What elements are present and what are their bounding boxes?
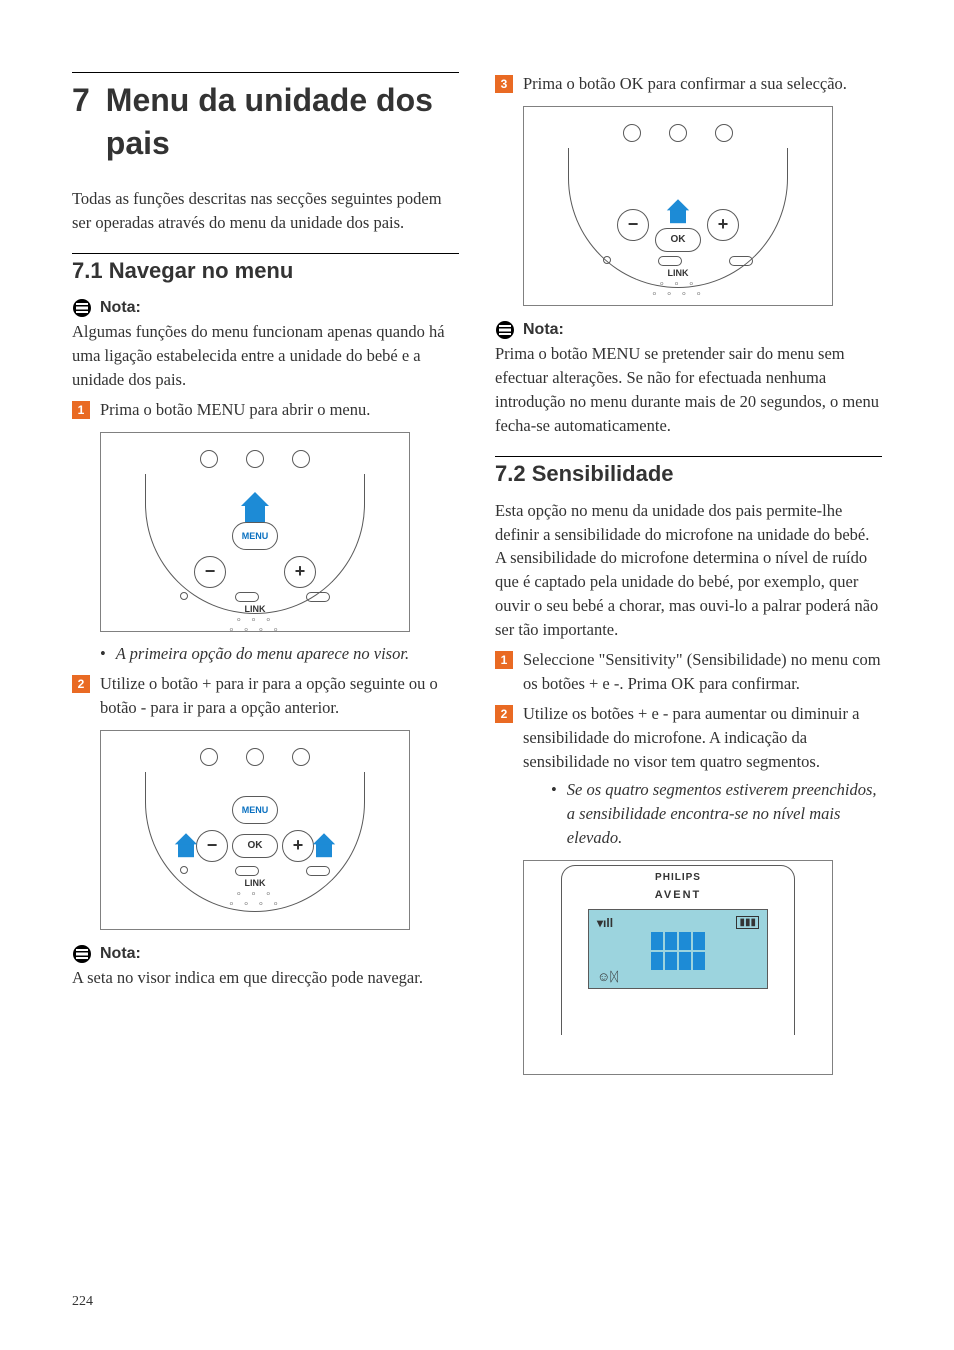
sens-bullet-text: Se os quatro segmentos estiverem preench… bbox=[567, 778, 882, 850]
arrow-up-icon bbox=[245, 494, 265, 522]
page-number: 224 bbox=[72, 1294, 93, 1310]
note-label: Nota: bbox=[100, 945, 141, 963]
section-heading-7-1: 7.1 Navegar no menu bbox=[72, 258, 459, 284]
device-diagram-3: − OK + LINK ∘ ∘ ∘∘ ∘ ∘ ∘ bbox=[548, 124, 808, 288]
section-heading-7-2: 7.2 Sensibilidade bbox=[495, 461, 882, 487]
note-label: Nota: bbox=[100, 299, 141, 317]
step-2: 2 Utilize o botão + para ir para a opção… bbox=[72, 672, 459, 720]
menu-button-label: MENU bbox=[232, 522, 278, 550]
top-rule-left bbox=[72, 72, 459, 73]
step-badge-2: 2 bbox=[72, 675, 90, 693]
figure-menu-button: MENU − + LINK ∘ ∘ ∘∘ ∘ ∘ ∘ bbox=[100, 432, 410, 632]
plus-button: + bbox=[282, 830, 314, 862]
section-rule-7-2 bbox=[495, 456, 882, 457]
bullet-text-1: A primeira opção do menu aparece no viso… bbox=[116, 642, 409, 666]
note-label: Nota: bbox=[523, 321, 564, 339]
step-badge-1: 1 bbox=[72, 401, 90, 419]
chapter-heading: 7 Menu da unidade dos pais bbox=[72, 79, 459, 165]
menu-button-label: MENU bbox=[232, 796, 278, 824]
bullet-dot: • bbox=[551, 778, 557, 850]
chapter-title: Menu da unidade dos pais bbox=[106, 79, 459, 165]
minus-button: − bbox=[617, 209, 649, 241]
ok-button-label: OK bbox=[232, 834, 278, 858]
link-label: LINK bbox=[146, 878, 364, 888]
chapter-number: 7 bbox=[72, 79, 90, 165]
bullet-dot: • bbox=[100, 642, 106, 666]
link-label: LINK bbox=[146, 604, 364, 614]
note-heading-3: Nota: bbox=[495, 320, 882, 340]
note-body-3: Prima o botão MENU se pretender sair do … bbox=[495, 342, 882, 438]
lcd-screen: ▾ıll ▮▮▮ ☺ᛞ bbox=[588, 909, 768, 989]
step-1: 1 Prima o botão MENU para abrir o menu. bbox=[72, 398, 459, 422]
note-icon bbox=[495, 320, 515, 340]
brand-philips: PHILIPS bbox=[562, 872, 794, 883]
bullet-1: • A primeira opção do menu aparece no vi… bbox=[100, 642, 459, 666]
right-column: 3 Prima o botão OK para confirmar a sua … bbox=[495, 72, 882, 1085]
device-diagram-1: MENU − + LINK ∘ ∘ ∘∘ ∘ ∘ ∘ bbox=[125, 450, 385, 614]
device-diagram-2: MENU − OK + LINK ∘ ∘ ∘∘ ∘ ∘ ∘ bbox=[125, 748, 385, 912]
sensitivity-bars-bottom bbox=[597, 952, 759, 970]
step-text-s1: Seleccione "Sensitivity" (Sensibilidade)… bbox=[523, 648, 882, 696]
brand-avent: AVENT bbox=[562, 889, 794, 901]
sens-bullet: • Se os quatro segmentos estiverem preen… bbox=[551, 778, 882, 850]
figure-ok-button: − OK + LINK ∘ ∘ ∘∘ ∘ ∘ ∘ bbox=[523, 106, 833, 306]
arrow-up-icon bbox=[178, 834, 194, 856]
minus-button: − bbox=[194, 556, 226, 588]
note-heading-1: Nota: bbox=[72, 298, 459, 318]
mode-icons: ☺ᛞ bbox=[597, 969, 618, 984]
battery-icon: ▮▮▮ bbox=[736, 916, 759, 929]
figure-plus-minus: MENU − OK + LINK ∘ ∘ ∘∘ ∘ ∘ ∘ bbox=[100, 730, 410, 930]
note-body-2: A seta no visor indica em que direcção p… bbox=[72, 966, 459, 990]
step-badge-s2: 2 bbox=[495, 705, 513, 723]
signal-icon: ▾ıll bbox=[597, 916, 613, 930]
plus-button: + bbox=[707, 209, 739, 241]
link-label: LINK bbox=[569, 268, 787, 278]
arrow-up-icon bbox=[316, 834, 332, 856]
note-icon bbox=[72, 944, 92, 964]
step-3: 3 Prima o botão OK para confirmar a sua … bbox=[495, 72, 882, 96]
left-column: 7 Menu da unidade dos pais Todas as funç… bbox=[72, 72, 459, 1085]
figure-sensitivity-screen: PHILIPS AVENT ▾ıll ▮▮▮ ☺ᛞ bbox=[523, 860, 833, 1075]
section-rule-7-1 bbox=[72, 253, 459, 254]
note-icon bbox=[72, 298, 92, 318]
step-badge-3: 3 bbox=[495, 75, 513, 93]
ok-button-label: OK bbox=[655, 228, 701, 252]
sensitivity-intro: Esta opção no menu da unidade dos pais p… bbox=[495, 499, 882, 643]
sensitivity-bars-top bbox=[597, 932, 759, 950]
chapter-intro: Todas as funções descritas nas secções s… bbox=[72, 187, 459, 235]
step-badge-s1: 1 bbox=[495, 651, 513, 669]
step-text-3: Prima o botão OK para confirmar a sua se… bbox=[523, 72, 847, 96]
note-body-1: Algumas funções do menu funcionam apenas… bbox=[72, 320, 459, 392]
step-text-2: Utilize o botão + para ir para a opção s… bbox=[100, 672, 459, 720]
note-heading-2: Nota: bbox=[72, 944, 459, 964]
sens-step-1: 1 Seleccione "Sensitivity" (Sensibilidad… bbox=[495, 648, 882, 696]
screen-diagram: PHILIPS AVENT ▾ıll ▮▮▮ ☺ᛞ bbox=[543, 865, 813, 1070]
sens-step-2: 2 Utilize os botões + e - para aumentar … bbox=[495, 702, 882, 774]
plus-button: + bbox=[284, 556, 316, 588]
minus-button: − bbox=[196, 830, 228, 862]
step-text-1: Prima o botão MENU para abrir o menu. bbox=[100, 398, 370, 422]
step-text-s2: Utilize os botões + e - para aumentar ou… bbox=[523, 702, 882, 774]
arrow-up-icon bbox=[670, 201, 686, 223]
